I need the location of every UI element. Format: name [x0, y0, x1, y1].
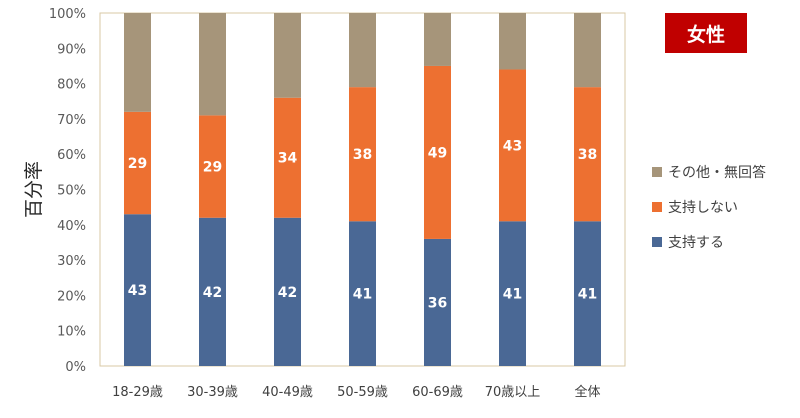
legend-swatch: [652, 237, 662, 247]
data-label: 29: [128, 156, 147, 172]
legend-label: 支持しない: [668, 200, 738, 216]
legend-swatch: [652, 167, 662, 177]
bar-segment: [499, 221, 526, 366]
legend-label: その他・無回答: [668, 164, 766, 181]
bar-segment: [199, 13, 226, 116]
y-tick-label: 20%: [57, 289, 86, 304]
gender-badge: 女性: [665, 13, 747, 53]
bar-segment: [199, 217, 226, 366]
bar-segment: [424, 65, 451, 239]
x-axis-categories: 18-29歳 30-39歳 40-49歳 50-59歳 60-69歳 70歳以上 全体: [112, 384, 600, 400]
data-label: 38: [578, 147, 597, 163]
y-axis-ticks: 0% 10% 20% 30% 40% 50% 60% 70% 80% 90% 100%: [49, 7, 86, 375]
x-category-label: 40-49歳: [262, 385, 313, 400]
data-label: 34: [278, 151, 298, 167]
x-category-label: 30-39歳: [187, 385, 238, 400]
data-label: 49: [428, 145, 447, 161]
bar-segment: [199, 115, 226, 218]
data-label: 38: [353, 147, 372, 163]
bar-segment: [349, 87, 376, 222]
y-tick-label: 80%: [57, 78, 86, 93]
y-tick-label: 50%: [57, 184, 86, 199]
bar-segment: [274, 13, 301, 98]
data-label: 43: [128, 283, 147, 299]
y-tick-label: 10%: [57, 325, 86, 340]
x-category-label: 60-69歳: [412, 385, 463, 400]
bars: [124, 13, 601, 366]
x-category-label: 50-59歳: [337, 385, 388, 400]
y-axis-title-group: 百分率: [23, 161, 45, 218]
bar-segment: [424, 238, 451, 366]
bar-segment: [124, 111, 151, 215]
bar-segment: [124, 214, 151, 366]
bar-segment: [349, 13, 376, 88]
bar-segment: [274, 97, 301, 218]
bar-segment: [499, 13, 526, 70]
bar-segment: [349, 221, 376, 366]
x-category-label: 18-29歳: [112, 385, 163, 400]
bar-segment: [574, 87, 601, 222]
data-label: 41: [353, 287, 372, 303]
y-tick-label: 90%: [57, 42, 86, 57]
bar-segment: [574, 221, 601, 366]
legend-label: 支持する: [668, 235, 724, 251]
y-tick-label: 70%: [57, 113, 86, 128]
x-category-label: 70歳以上: [485, 385, 541, 400]
data-label: 41: [578, 287, 597, 303]
bar-segment: [574, 13, 601, 88]
y-tick-label: 0%: [65, 360, 86, 375]
y-axis-title: 百分率: [23, 161, 45, 218]
data-label: 42: [203, 285, 222, 301]
data-label: 29: [203, 160, 222, 176]
legend-swatch: [652, 202, 662, 212]
data-label: 36: [428, 295, 447, 311]
bar-segment: [499, 69, 526, 222]
data-label: 43: [503, 138, 522, 154]
data-labels: 43 29 42 29 42 34 41 38 36 49 41 43 41 38: [128, 138, 597, 311]
y-tick-label: 60%: [57, 148, 86, 163]
bar-segment: [424, 13, 451, 66]
bar-segment: [274, 217, 301, 366]
bar-segment: [124, 13, 151, 112]
data-label: 42: [278, 285, 297, 301]
y-tick-label: 100%: [49, 7, 86, 22]
y-tick-label: 40%: [57, 219, 86, 234]
data-label: 41: [503, 287, 522, 303]
y-tick-label: 30%: [57, 254, 86, 269]
x-category-label: 全体: [574, 384, 600, 400]
